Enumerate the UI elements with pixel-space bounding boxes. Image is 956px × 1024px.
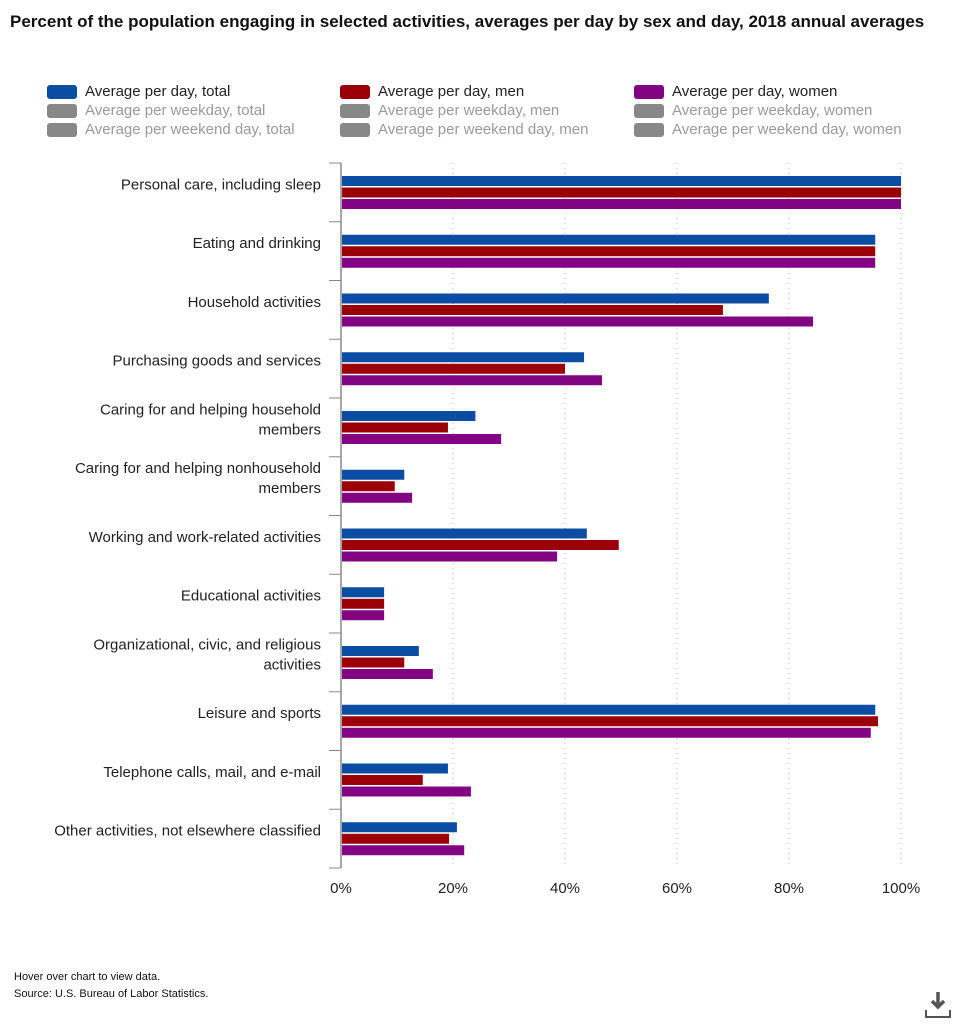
bar[interactable] [342,727,871,738]
bar[interactable] [342,646,419,656]
x-tick-label: 40% [550,880,580,897]
legend-swatch [340,103,370,118]
legend-item-weekend-total[interactable]: Average per weekend day, total [47,120,295,139]
bar[interactable] [342,257,876,268]
bar[interactable] [342,716,879,727]
legend-swatch [47,122,77,137]
legend-label: Average per day, women [672,83,838,100]
bar[interactable] [342,469,405,480]
bar[interactable] [342,822,457,833]
legend-label: Average per weekend day, men [378,121,589,138]
bar[interactable] [342,704,876,715]
bar[interactable] [342,234,876,245]
bar[interactable] [342,434,502,444]
x-tick-label: 100% [882,880,920,897]
legend-label: Average per day, men [378,83,525,100]
bar[interactable] [342,422,448,433]
bar[interactable] [342,305,723,315]
category-label: Leisure and sports [198,705,321,722]
legend-item-total[interactable]: Average per day, total [47,82,230,101]
category-label: Working and work-related activities [89,529,321,546]
legend-swatch [634,103,664,118]
bar[interactable] [342,540,619,550]
legend-label: Average per day, total [85,83,231,100]
chart-title: Percent of the population engaging in se… [10,12,925,31]
legend-swatch [47,103,77,118]
category-label: activities [263,656,321,673]
bar[interactable] [342,316,814,327]
category-label: members [258,480,321,497]
bar[interactable] [342,598,385,609]
legend-item-women[interactable]: Average per day, women [634,82,837,101]
category-label: Educational activities [181,588,321,605]
bar[interactable] [342,492,413,503]
category-label: Personal care, including sleep [121,176,321,193]
category-label: Organizational, civic, and religious [93,636,321,653]
category-label: Other activities, not elsewhere classifi… [54,823,321,840]
bar[interactable] [342,528,587,539]
legend-label: Average per weekday, total [85,102,266,119]
category-label: Telephone calls, mail, and e-mail [103,764,321,781]
legend-item-weekday-men[interactable]: Average per weekday, men [340,101,559,120]
legend-item-weekend-men[interactable]: Average per weekend day, men [340,120,588,139]
legend-swatch [634,122,664,137]
bar-chart[interactable]: 0% 20% 40% 60% 80% 100% Personal care, includi… [0,0,956,940]
bar[interactable] [342,411,476,421]
legend-label: Average per weekend day, total [85,121,295,138]
bar[interactable] [342,845,465,856]
bar[interactable] [342,481,395,492]
category-label: Caring for and helping household [100,401,321,418]
legend-swatch [340,84,370,99]
hover-hint: Hover over chart to view data. [14,971,161,983]
bar[interactable] [342,293,769,304]
legend-label: Average per weekend day, women [672,121,902,138]
bar[interactable] [342,786,471,797]
category-label: Purchasing goods and services [113,353,321,370]
x-tick-label: 80% [774,880,804,897]
source-note: Source: U.S. Bureau of Labor Statistics. [14,988,209,1000]
legend-swatch [634,84,664,99]
bar[interactable] [342,375,602,386]
category-label: Household activities [188,294,321,311]
legend-swatch [340,122,370,137]
category-label: Caring for and helping nonhousehold [75,460,321,477]
bar[interactable] [342,551,558,562]
legend-item-men[interactable]: Average per day, men [340,82,524,101]
x-tick-label: 20% [438,880,468,897]
bar[interactable] [342,587,385,598]
legend-item-weekday-total[interactable]: Average per weekday, total [47,101,265,120]
bar[interactable] [342,187,901,198]
bar[interactable] [342,199,901,209]
legend-item-weekend-women[interactable]: Average per weekend day, women [634,120,902,139]
bar[interactable] [342,833,450,844]
legend-label: Average per weekday, women [672,102,873,119]
legend-item-weekday-women[interactable]: Average per weekday, women [634,101,872,120]
category-label: Eating and drinking [193,235,321,252]
bar[interactable] [342,352,585,363]
bar[interactable] [342,176,901,186]
legend-swatch [47,84,77,99]
bar[interactable] [342,775,423,785]
download-icon[interactable] [924,990,952,1020]
bar[interactable] [342,610,385,621]
bar[interactable] [342,669,433,679]
bar[interactable] [342,763,448,774]
category-label: members [258,421,321,438]
x-tick-label: 60% [662,880,692,897]
bar[interactable] [342,657,405,668]
bar[interactable] [342,363,565,374]
legend-label: Average per weekday, men [378,102,560,119]
bar[interactable] [342,246,876,257]
x-tick-label: 0% [330,880,352,897]
